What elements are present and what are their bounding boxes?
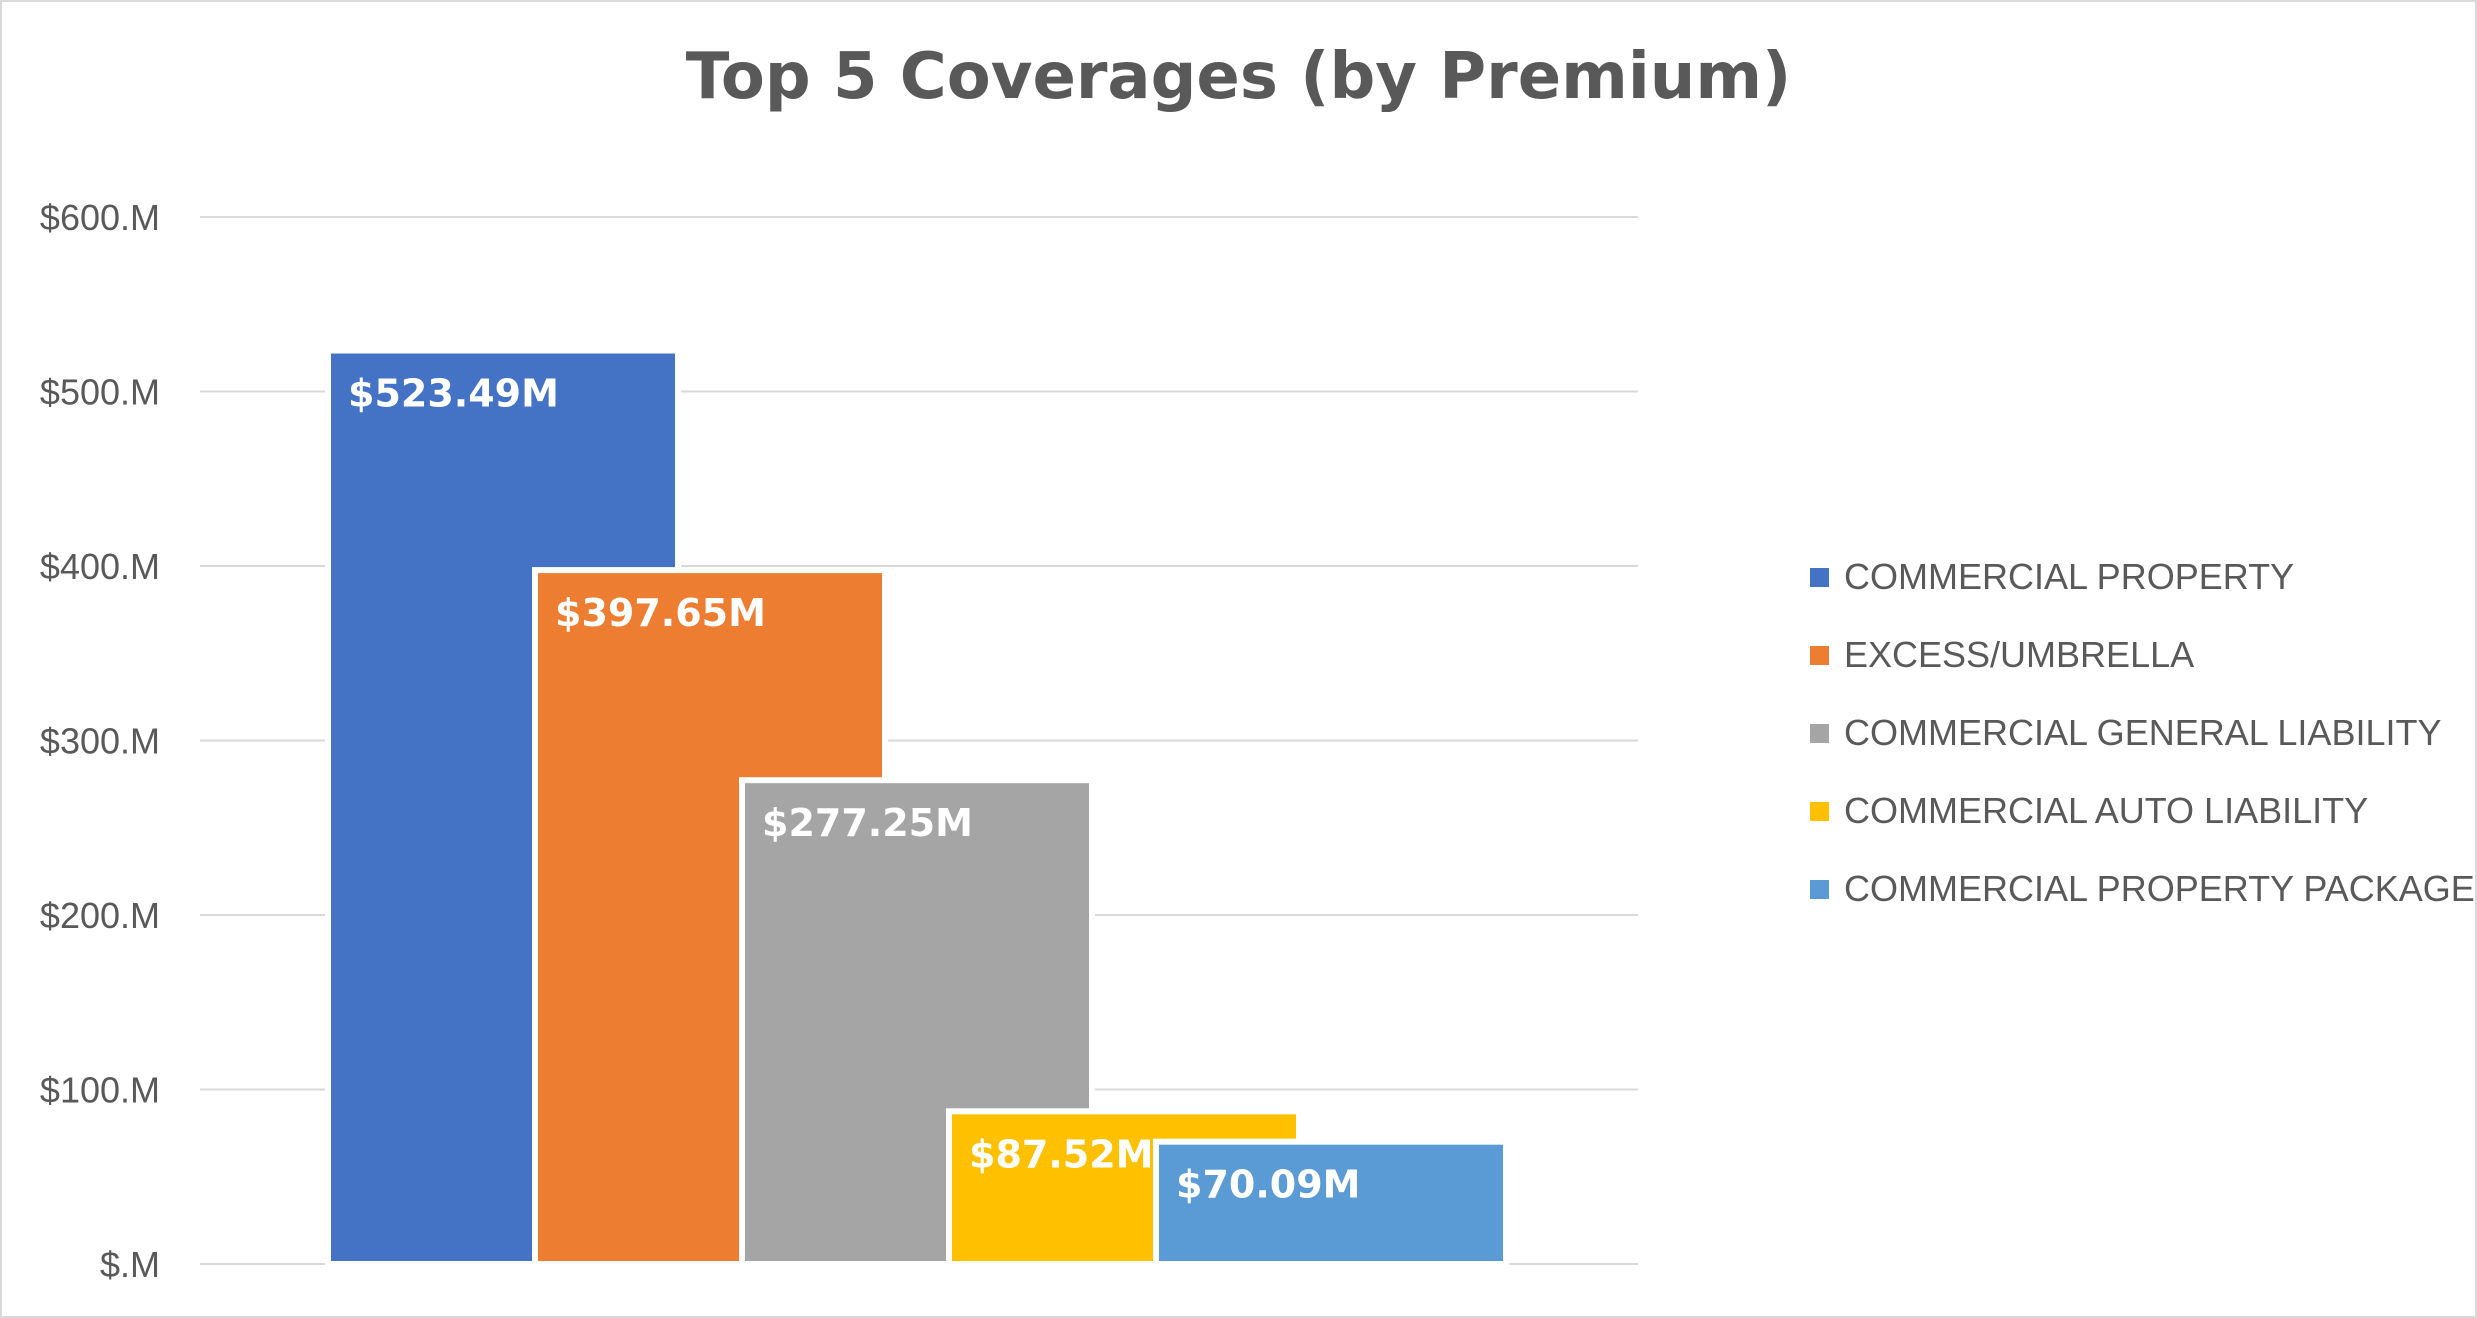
bar-data-label: $70.09M <box>1176 1163 1360 1207</box>
legend-label: COMMERCIAL AUTO LIABILITY <box>1844 790 2369 831</box>
y-tick-label: $600.M <box>40 197 160 238</box>
bar-data-label: $277.25M <box>762 801 973 845</box>
legend-label: EXCESS/UMBRELLA <box>1844 634 2195 675</box>
legend-swatch <box>1810 801 1829 821</box>
legend-item: COMMERCIAL PROPERTY <box>1810 538 2475 616</box>
y-tick-label: $200.M <box>40 895 160 936</box>
y-tick-label: $100.M <box>40 1070 160 1111</box>
bar-data-label: $397.65M <box>555 591 766 635</box>
data-labels: $523.49M $397.65M $277.25M $87.52M $70.09M <box>348 372 1360 1207</box>
y-tick-label: $300.M <box>40 721 160 762</box>
chart-title: Top 5 Coverages (by Premium) <box>685 40 1792 114</box>
legend-item: COMMERCIAL AUTO LIABILITY <box>1810 772 2475 850</box>
legend-item: COMMERCIAL GENERAL LIABILITY <box>1810 694 2475 772</box>
legend-swatch <box>1810 567 1829 587</box>
legend-item: EXCESS/UMBRELLA <box>1810 616 2475 694</box>
legend-label: COMMERCIAL PROPERTY PACKAGE <box>1844 868 2475 909</box>
legend: COMMERCIAL PROPERTY EXCESS/UMBRELLA COMM… <box>1810 538 2475 928</box>
legend-label: COMMERCIAL PROPERTY <box>1844 556 2295 597</box>
bar-data-label: $523.49M <box>348 372 559 416</box>
y-tick-label: $.M <box>100 1244 160 1285</box>
legend-swatch <box>1810 723 1829 743</box>
y-axis-ticks: $.M $100.M $200.M $300.M $400.M $500.M $600.M <box>40 197 160 1285</box>
legend-swatch <box>1810 879 1829 899</box>
legend-label: COMMERCIAL GENERAL LIABILITY <box>1844 712 2442 753</box>
y-tick-label: $400.M <box>40 546 160 587</box>
legend-swatch <box>1810 645 1829 665</box>
y-tick-label: $500.M <box>40 372 160 413</box>
legend-item: COMMERCIAL PROPERTY PACKAGE <box>1810 850 2475 928</box>
bars <box>325 347 1509 1268</box>
bar-data-label: $87.52M <box>969 1132 1153 1176</box>
bar <box>1153 1138 1509 1268</box>
